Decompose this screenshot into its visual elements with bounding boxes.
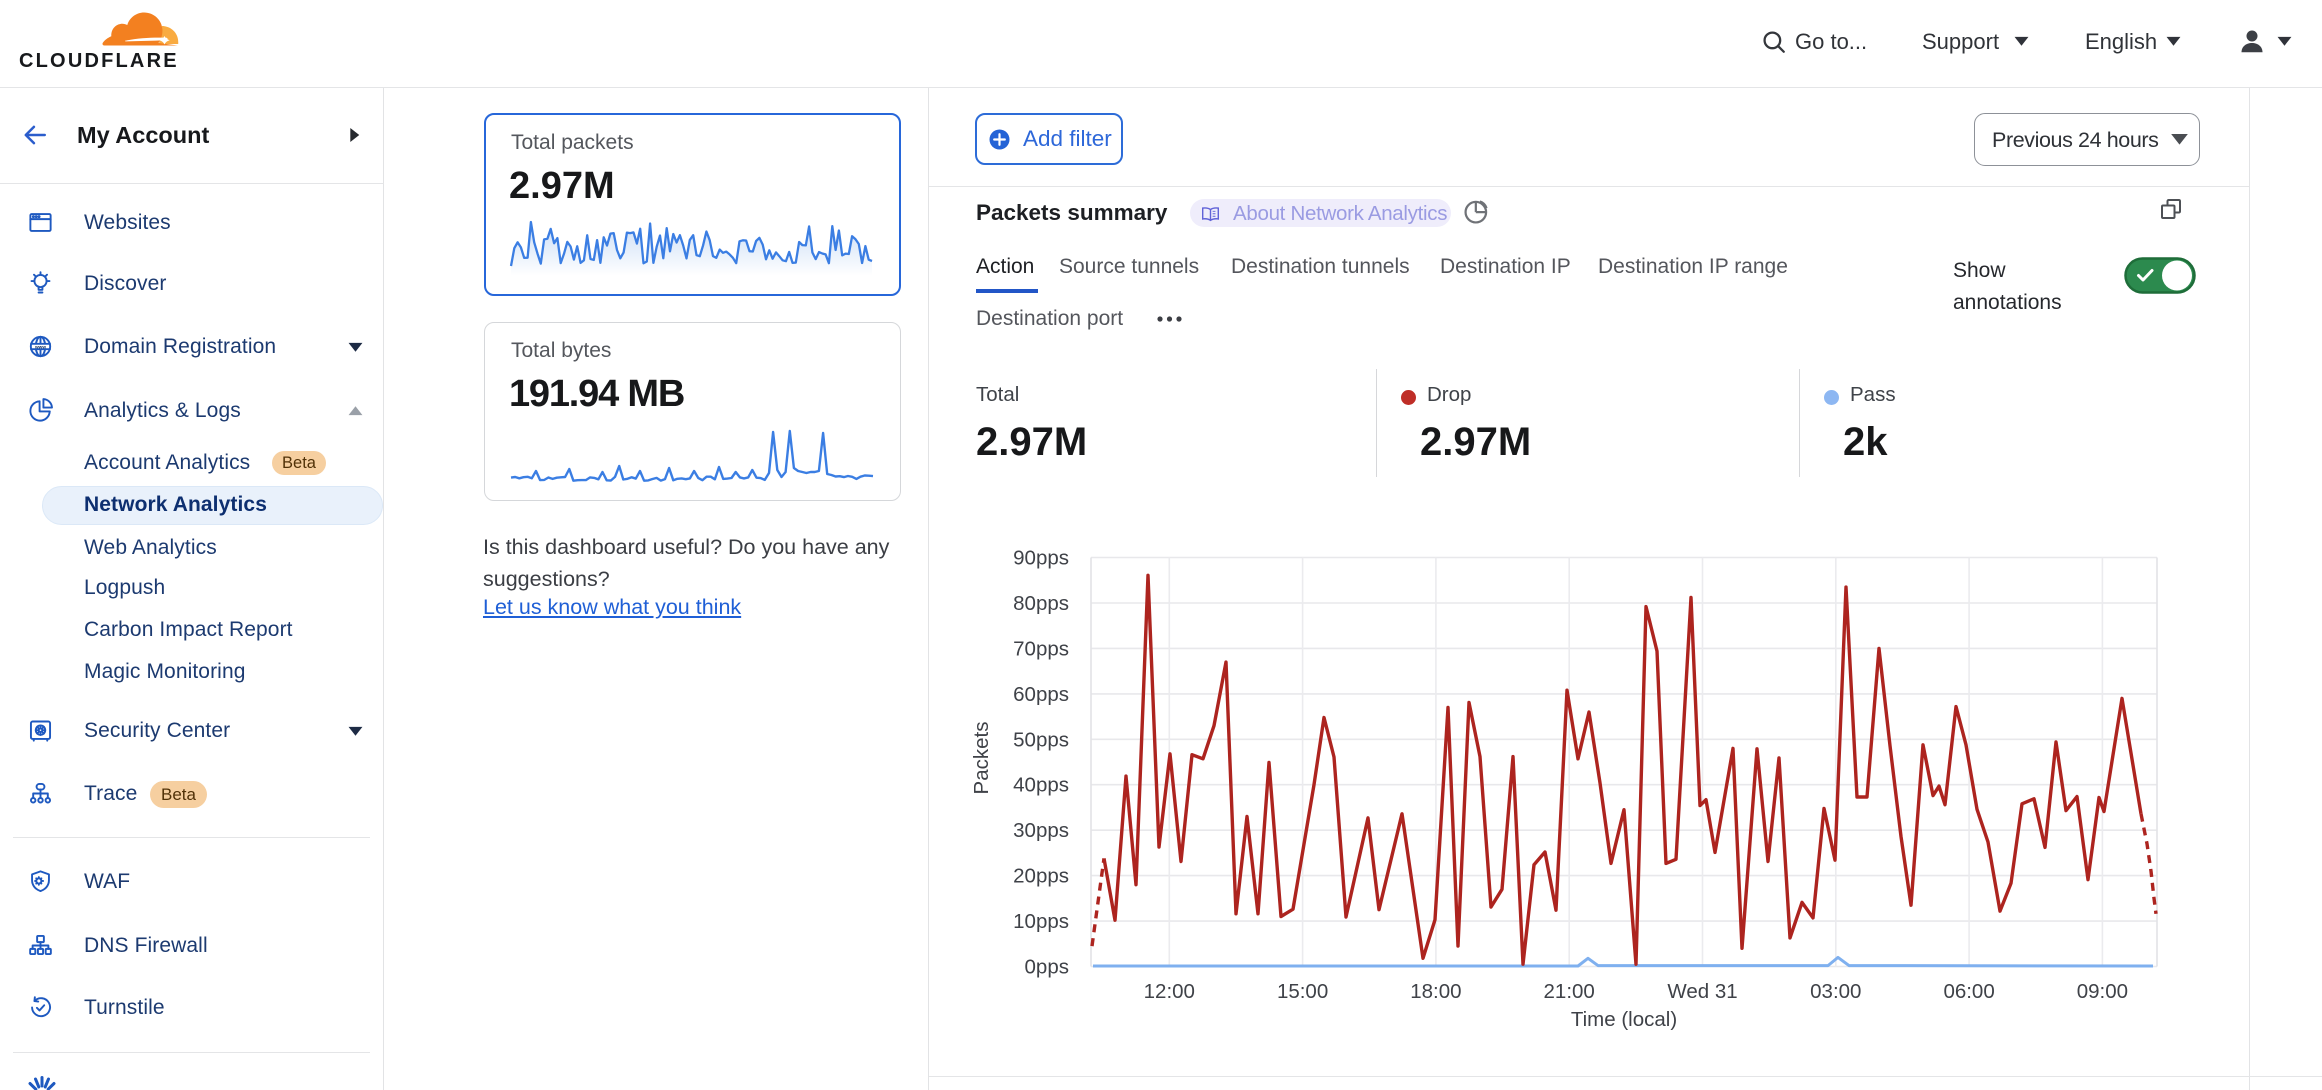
svg-text:18:00: 18:00 [1410,980,1461,1003]
svg-text:12:00: 12:00 [1144,980,1195,1003]
svg-text:50pps: 50pps [1013,728,1069,751]
svg-text:10pps: 10pps [1013,910,1069,933]
svg-text:Packets: Packets [970,722,993,795]
svg-text:03:00: 03:00 [1810,980,1861,1003]
svg-text:21:00: 21:00 [1544,980,1595,1003]
svg-text:30pps: 30pps [1013,819,1069,842]
svg-text:60pps: 60pps [1013,683,1069,706]
svg-text:70pps: 70pps [1013,637,1069,660]
svg-text:09:00: 09:00 [2077,980,2128,1003]
svg-text:40pps: 40pps [1013,774,1069,797]
svg-text:www: www [34,345,46,350]
svg-text:Time (local): Time (local) [1571,1008,1677,1031]
svg-text:90pps: 90pps [1013,547,1069,570]
svg-text:0pps: 0pps [1025,956,1069,979]
svg-text:06:00: 06:00 [1943,980,1994,1003]
svg-text:80pps: 80pps [1013,592,1069,615]
svg-text:15:00: 15:00 [1277,980,1328,1003]
svg-text:Wed 31: Wed 31 [1667,980,1737,1003]
svg-text:20pps: 20pps [1013,865,1069,888]
